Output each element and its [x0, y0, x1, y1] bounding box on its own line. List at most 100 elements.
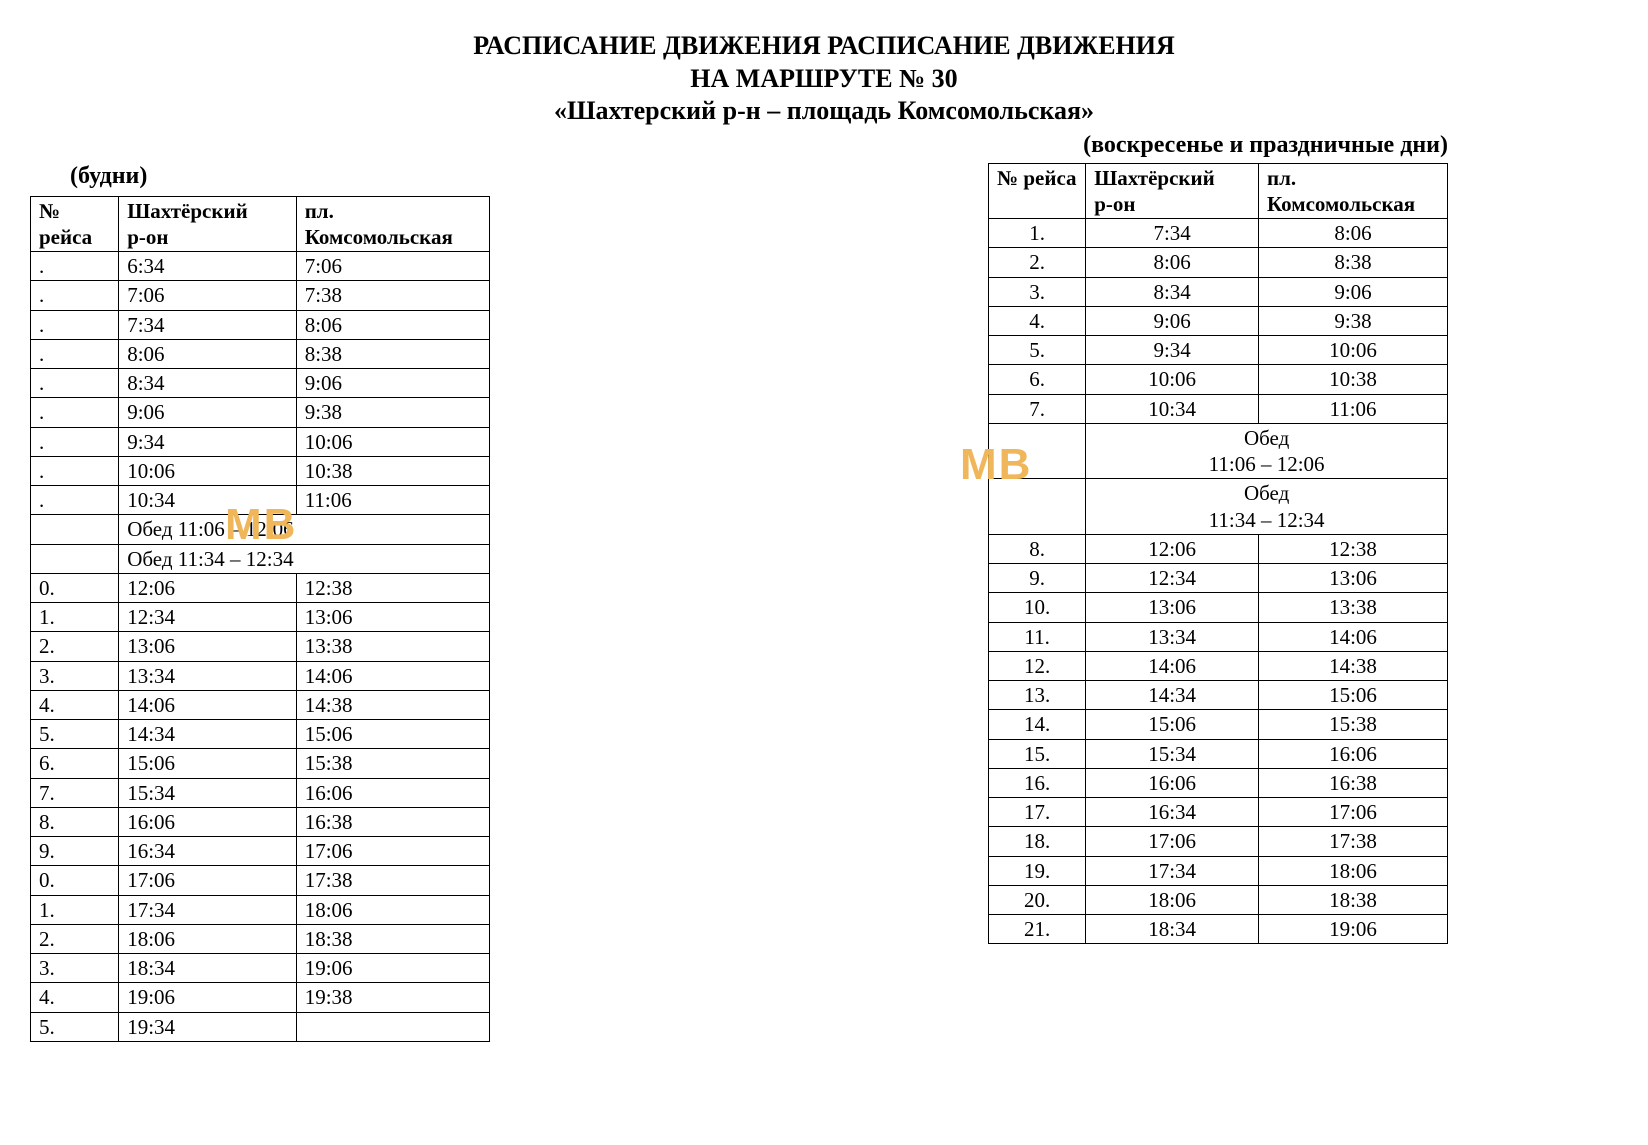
col-header-number-text: № рейса [39, 199, 92, 249]
cell-stop-a: 17:06 [119, 866, 297, 895]
cell-stop-a: 15:34 [119, 778, 297, 807]
col-header-stop-b: пл. Комсомольская [1259, 163, 1448, 219]
col-header-number: № рейса [989, 163, 1086, 219]
cell-stop-b: 12:38 [1259, 534, 1448, 563]
cell-stop-a: 18:06 [119, 924, 297, 953]
cell-number: 4. [31, 690, 119, 719]
cell-number: 6. [989, 365, 1086, 394]
table-row: 6.15:0615:38 [31, 749, 490, 778]
cell-stop-a: 13:34 [119, 661, 297, 690]
cell-number [989, 423, 1086, 479]
cell-number: 5. [989, 336, 1086, 365]
cell-stop-b: 15:38 [296, 749, 489, 778]
table-row: 1.17:3418:06 [31, 895, 490, 924]
cell-number: 19. [989, 856, 1086, 885]
lunch-label: Обед [1094, 425, 1439, 451]
cell-number [989, 479, 1086, 535]
col-header-stop-b-l1: пл. [1267, 166, 1296, 190]
cell-stop-b [296, 1012, 489, 1041]
table-row: Обед 11:06 – 12:06 [31, 515, 490, 544]
cell-stop-b: 10:38 [1259, 365, 1448, 394]
cell-stop-a: 12:06 [1086, 534, 1259, 563]
weekday-table: № рейса Шахтёрский р-он пл. Комсомольска… [30, 196, 490, 1042]
title-block: РАСПИСАНИЕ ДВИЖЕНИЯ РАСПИСАНИЕ ДВИЖЕНИЯ … [20, 30, 1628, 128]
cell-stop-b: 14:06 [1259, 622, 1448, 651]
col-header-stop-b: пл. Комсомольская [296, 196, 489, 252]
holiday-note: (воскресенье и праздничные дни) [20, 132, 1628, 159]
cell-stop-b: 18:38 [1259, 885, 1448, 914]
cell-stop-b: 16:38 [1259, 768, 1448, 797]
cell-stop-b: 15:06 [296, 720, 489, 749]
col-header-stop-b-l1: пл. [305, 199, 334, 223]
table-row: 2.13:0613:38 [31, 632, 490, 661]
col-header-stop-b-l2: Комсомольская [305, 225, 453, 249]
cell-stop-a: 17:06 [1086, 827, 1259, 856]
cell-number: 2. [31, 924, 119, 953]
cell-number: . [31, 252, 119, 281]
cell-stop-a: 17:34 [1086, 856, 1259, 885]
col-header-stop-a-l2: р-он [127, 225, 168, 249]
cell-stop-b: 16:06 [1259, 739, 1448, 768]
title-line-2: НА МАРШРУТЕ № 30 [20, 63, 1628, 96]
cell-number: . [31, 281, 119, 310]
cell-number: 15. [989, 739, 1086, 768]
table-row: .9:069:38 [31, 398, 490, 427]
table-row: .10:3411:06 [31, 486, 490, 515]
cell-number: 12. [989, 651, 1086, 680]
cell-stop-b: 11:06 [1259, 394, 1448, 423]
table-row: .7:348:06 [31, 310, 490, 339]
cell-number: 9. [989, 564, 1086, 593]
lunch-time: 11:06 – 12:06 [1094, 451, 1439, 477]
cell-number: 3. [31, 954, 119, 983]
table-row: 9.12:3413:06 [989, 564, 1448, 593]
cell-stop-a: 18:34 [119, 954, 297, 983]
cell-stop-b: 18:06 [1259, 856, 1448, 885]
table-row: 20.18:0618:38 [989, 885, 1448, 914]
table-row: 5.19:34 [31, 1012, 490, 1041]
cell-stop-b: 17:06 [296, 837, 489, 866]
cell-number: 6. [31, 749, 119, 778]
table-row: 19.17:3418:06 [989, 856, 1448, 885]
cell-number: 1. [31, 603, 119, 632]
cell-stop-b: 17:38 [1259, 827, 1448, 856]
cell-stop-a: 19:34 [119, 1012, 297, 1041]
cell-number: 3. [31, 661, 119, 690]
table-row: 7.15:3416:06 [31, 778, 490, 807]
weekday-column: (будни) № рейса Шахтёрский р-он пл. Ко [30, 163, 490, 1042]
cell-stop-a: 9:06 [119, 398, 297, 427]
table-row: .7:067:38 [31, 281, 490, 310]
table-row: .8:349:06 [31, 369, 490, 398]
table-row: .10:0610:38 [31, 456, 490, 485]
cell-stop-a: 10:06 [119, 456, 297, 485]
holiday-header-row: № рейса Шахтёрский р-он пл. Комсомольска… [989, 163, 1448, 219]
cell-stop-a: 16:34 [119, 837, 297, 866]
col-header-number: № рейса [31, 196, 119, 252]
cell-stop-b: 13:38 [296, 632, 489, 661]
cell-stop-a: 14:06 [119, 690, 297, 719]
page: РАСПИСАНИЕ ДВИЖЕНИЯ РАСПИСАНИЕ ДВИЖЕНИЯ … [0, 0, 1648, 1145]
cell-number: 7. [989, 394, 1086, 423]
col-header-stop-a: Шахтёрский р-он [119, 196, 297, 252]
cell-number: . [31, 486, 119, 515]
cell-stop-a: 8:34 [1086, 277, 1259, 306]
col-header-stop-a-l2: р-он [1094, 192, 1135, 216]
cell-stop-b: 16:38 [296, 807, 489, 836]
cell-stop-b: 14:06 [296, 661, 489, 690]
cell-number: . [31, 310, 119, 339]
table-row: 5.9:3410:06 [989, 336, 1448, 365]
table-row: 18.17:0617:38 [989, 827, 1448, 856]
cell-stop-b: 9:06 [1259, 277, 1448, 306]
cell-stop-b: 19:38 [296, 983, 489, 1012]
cell-number: 5. [31, 1012, 119, 1041]
cell-stop-a: 10:34 [1086, 394, 1259, 423]
cell-stop-b: 10:06 [296, 427, 489, 456]
cell-stop-b: 14:38 [1259, 651, 1448, 680]
table-row: 11.13:3414:06 [989, 622, 1448, 651]
table-row: 3.8:349:06 [989, 277, 1448, 306]
cell-number: 10. [989, 593, 1086, 622]
cell-number: 11. [989, 622, 1086, 651]
cell-number: 4. [31, 983, 119, 1012]
holiday-table: № рейса Шахтёрский р-он пл. Комсомольска… [988, 163, 1448, 945]
cell-stop-a: 13:06 [1086, 593, 1259, 622]
cell-stop-b: 18:06 [296, 895, 489, 924]
